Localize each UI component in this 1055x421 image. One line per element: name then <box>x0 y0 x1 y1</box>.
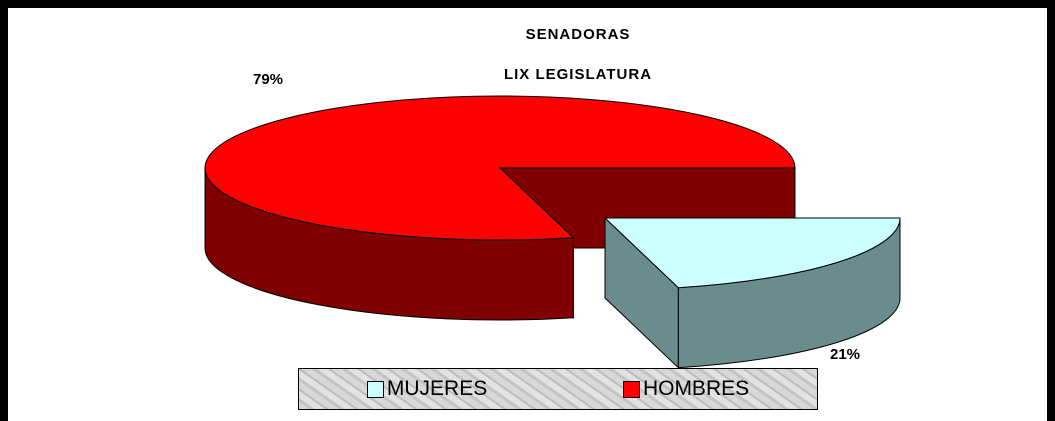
legend-label: HOMBRES <box>642 377 750 400</box>
chart-title: SENADORAS <box>526 26 631 43</box>
legend-item: HOMBRES <box>622 377 750 401</box>
chart-subtitle: LIX LEGISLATURA <box>504 66 652 83</box>
pie-slice <box>204 95 796 241</box>
legend-item: MUJERES <box>366 377 488 401</box>
pie-slice <box>603 217 901 289</box>
value-label: 79% <box>253 71 283 88</box>
value-label: 21% <box>830 346 860 363</box>
legend-swatch <box>366 380 384 398</box>
legend-label: MUJERES <box>386 377 488 400</box>
legend-swatch <box>622 380 640 398</box>
legend: MUJERES HOMBRES <box>298 368 818 410</box>
